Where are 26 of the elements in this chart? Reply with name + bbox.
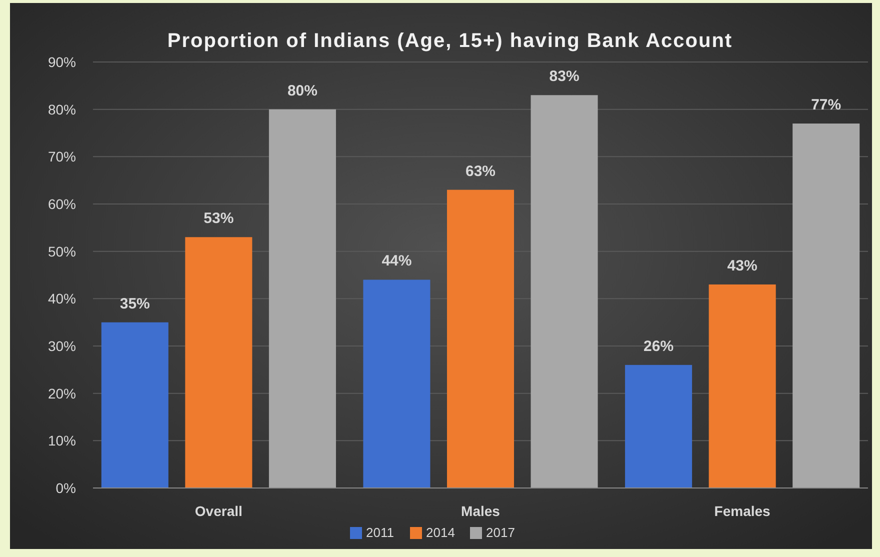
legend-label: 2017 bbox=[486, 525, 515, 540]
y-tick-label: 50% bbox=[48, 243, 76, 260]
y-tick-label: 10% bbox=[48, 432, 76, 449]
data-label: 77% bbox=[811, 96, 842, 114]
y-tick-label: 90% bbox=[48, 54, 76, 70]
y-tick-label: 30% bbox=[48, 338, 76, 354]
data-label: 35% bbox=[120, 295, 150, 312]
data-label: 44% bbox=[382, 252, 412, 270]
x-tick-label: Females bbox=[714, 503, 771, 519]
y-tick-label: 0% bbox=[56, 480, 76, 496]
data-label: 80% bbox=[287, 82, 318, 100]
y-tick-label: 20% bbox=[48, 385, 76, 402]
legend-label: 2011 bbox=[366, 525, 394, 540]
y-tick-label: 60% bbox=[48, 196, 76, 212]
chart-title: Proportion of Indians (Age, 15+) having Bank Account bbox=[167, 30, 733, 52]
y-tick-label: 80% bbox=[48, 101, 76, 118]
data-label: 53% bbox=[204, 210, 234, 228]
data-label: 83% bbox=[549, 68, 580, 86]
x-tick-label: Males bbox=[461, 503, 500, 519]
legend-label: 2014 bbox=[426, 525, 455, 540]
x-tick-label: Overall bbox=[194, 503, 242, 519]
data-label: 43% bbox=[727, 257, 758, 274]
y-tick-label: 70% bbox=[48, 148, 76, 165]
data-label: 63% bbox=[465, 162, 496, 180]
data-label: 26% bbox=[644, 338, 674, 355]
y-tick-label: 40% bbox=[48, 290, 76, 307]
